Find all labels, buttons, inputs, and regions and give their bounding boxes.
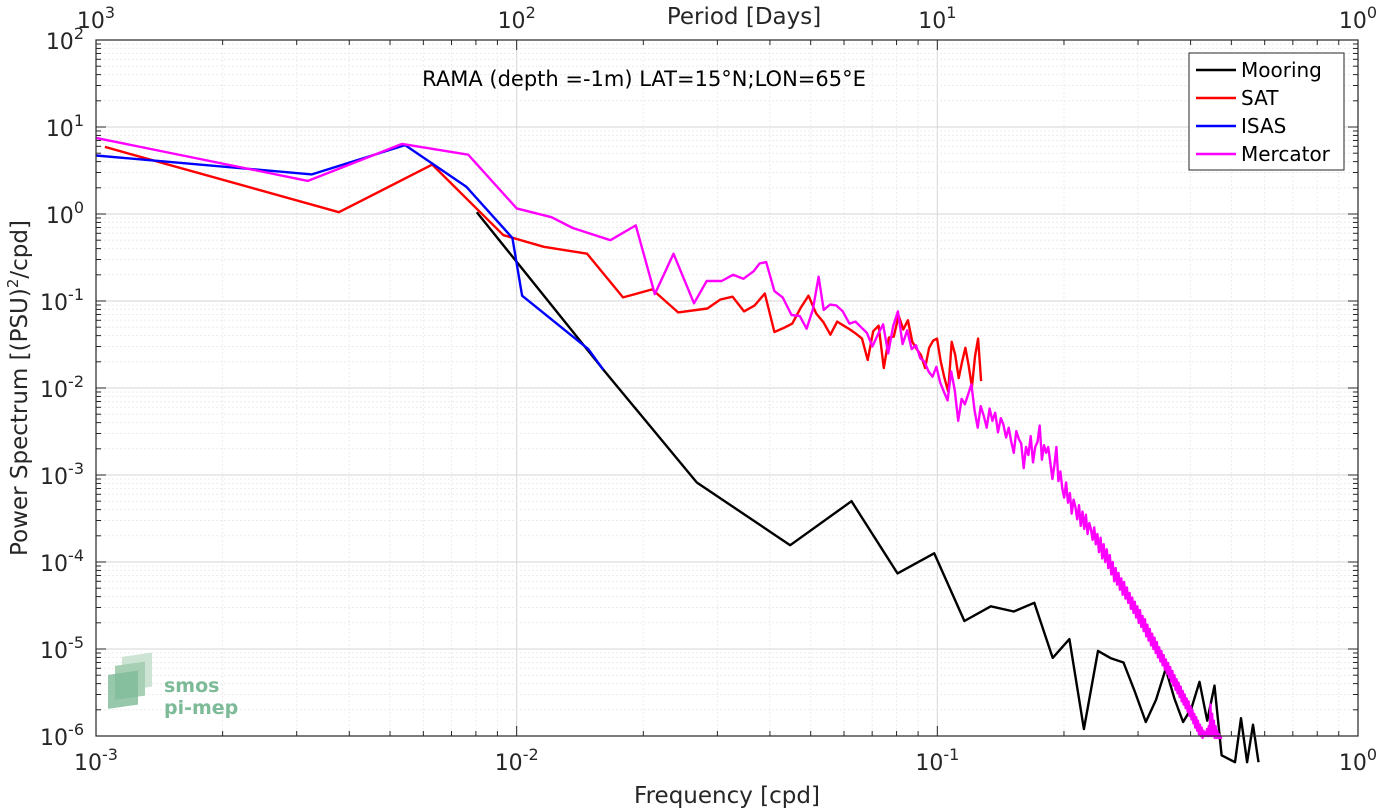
legend-label-mercator: Mercator bbox=[1241, 142, 1331, 166]
logo-smos-text: smos bbox=[164, 675, 219, 697]
legend-label-sat: SAT bbox=[1241, 86, 1279, 110]
y-axis-label-sup: 2 bbox=[4, 279, 22, 289]
series-lines bbox=[95, 136, 1260, 764]
y-tick-label: 10-2 bbox=[40, 372, 84, 403]
legend-label-isas: ISAS bbox=[1241, 114, 1286, 138]
top-tick-label: 100 bbox=[1339, 3, 1377, 34]
series-line-mooring bbox=[475, 211, 1260, 764]
smos-pi-mep-logo: smos pi-mep bbox=[108, 652, 238, 719]
legend-box bbox=[1188, 52, 1345, 171]
y-axis-label: Power Spectrum [(PSU)2/cpd] bbox=[4, 220, 33, 556]
x-tick-label: 10-2 bbox=[495, 745, 539, 776]
x-tick-label: 100 bbox=[1339, 745, 1377, 776]
legend: Mooring SAT ISAS Mercator bbox=[1188, 52, 1345, 171]
y-axis-label-main: Power Spectrum [(PSU) bbox=[7, 288, 33, 556]
top-tick-label: 102 bbox=[498, 3, 536, 34]
logo-pimep-text: pi-mep bbox=[164, 697, 238, 719]
tick-marks bbox=[95, 40, 1358, 737]
top-tick-label: 103 bbox=[77, 3, 115, 34]
chart-title: RAMA (depth =-1m) LAT=15°N;LON=65°E bbox=[422, 67, 866, 91]
top-axis-label: Period [Days] bbox=[667, 4, 821, 30]
x-tick-label: 10-1 bbox=[915, 745, 959, 776]
series-line-sat bbox=[104, 145, 983, 393]
y-tick-label: 10-1 bbox=[40, 285, 84, 316]
y-tick-label: 10-4 bbox=[40, 546, 84, 577]
y-axis-label-tail: /cpd] bbox=[7, 220, 33, 279]
y-tick-label: 10-6 bbox=[40, 720, 84, 751]
top-tick-label: 101 bbox=[918, 3, 956, 34]
y-tick-label: 10-5 bbox=[40, 633, 84, 664]
y-tick-label: 10-3 bbox=[40, 459, 84, 490]
x-tick-label: 10-3 bbox=[74, 745, 118, 776]
y-tick-label: 101 bbox=[46, 111, 84, 142]
series-line-isas bbox=[95, 143, 605, 371]
series-line-mercator bbox=[95, 136, 1223, 740]
y-tick-label: 100 bbox=[46, 198, 84, 229]
x-axis-label: Frequency [cpd] bbox=[634, 783, 820, 809]
y-tick-label: 102 bbox=[46, 24, 84, 55]
legend-label-mooring: Mooring bbox=[1241, 58, 1322, 82]
